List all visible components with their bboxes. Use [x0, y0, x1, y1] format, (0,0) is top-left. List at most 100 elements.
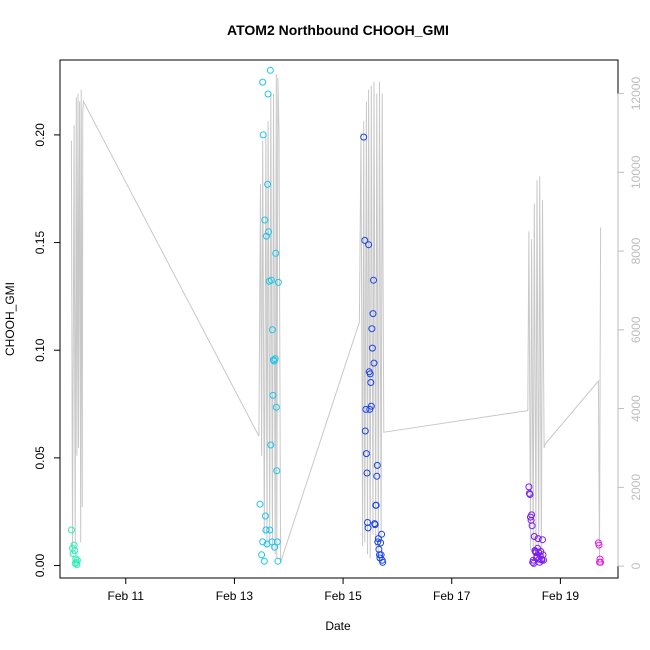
y-tick-label: 0.05	[33, 446, 47, 470]
data-point	[540, 556, 547, 564]
y2-tick-label: 12000	[629, 77, 643, 111]
data-point	[370, 359, 378, 367]
chart-title: ATOM2 Northbound CHOOH_GMI	[227, 22, 449, 38]
y-tick-label: 0.15	[33, 231, 47, 255]
data-points	[67, 66, 605, 568]
y2-tick-label: 0	[629, 562, 643, 569]
data-point	[258, 551, 266, 559]
x-tick-label: Feb 17	[433, 589, 471, 603]
data-point	[274, 557, 282, 565]
y2-tick-label: 2000	[629, 474, 643, 501]
y2-tick-label: 4000	[629, 395, 643, 422]
series-2	[256, 66, 282, 565]
data-point	[259, 78, 267, 86]
data-point	[360, 133, 368, 141]
data-point	[370, 276, 377, 284]
data-point	[368, 325, 376, 333]
data-point	[365, 241, 373, 249]
data-point	[367, 379, 375, 386]
data-point	[259, 131, 267, 139]
x-axis: Feb 11 Feb 13 Feb 15 Feb 17 Feb 19	[108, 577, 580, 603]
data-point	[539, 536, 546, 544]
x-tick-label: Feb 19	[542, 589, 580, 603]
x-tick-label: Feb 13	[216, 589, 254, 603]
x-tick-label: Feb 11	[108, 589, 145, 603]
data-point	[528, 522, 536, 530]
series-3	[360, 133, 387, 566]
data-point	[534, 535, 542, 543]
data-point	[526, 491, 534, 498]
data-point	[273, 467, 281, 475]
data-point	[261, 512, 269, 520]
data-point	[265, 277, 273, 285]
y-tick-label: 0.00	[33, 554, 47, 578]
data-point	[266, 66, 274, 74]
series-5	[594, 539, 605, 566]
data-point	[262, 526, 270, 534]
data-point	[362, 405, 370, 413]
data-point	[271, 543, 279, 551]
data-point	[373, 472, 381, 480]
data-point	[596, 555, 604, 563]
data-point	[268, 326, 276, 334]
data-point	[372, 501, 380, 509]
data-point	[371, 521, 379, 529]
y-tick-label: 0.10	[33, 338, 47, 362]
data-point	[272, 249, 280, 257]
data-point	[379, 558, 387, 566]
data-point	[597, 558, 605, 566]
x-axis-label: Date	[325, 619, 351, 633]
data-point	[377, 539, 385, 547]
data-point	[528, 511, 536, 519]
data-point	[378, 530, 386, 538]
data-point	[539, 551, 547, 559]
y2-axis-altitude: 0 2000 4000 6000 8000 10000 12000	[617, 77, 643, 569]
data-point	[267, 441, 275, 449]
data-point	[362, 450, 370, 458]
data-point	[273, 538, 281, 546]
data-point	[530, 533, 538, 540]
data-point	[268, 538, 276, 546]
data-point	[525, 483, 533, 491]
series-1	[67, 526, 81, 568]
data-point	[256, 500, 264, 508]
data-point	[361, 236, 369, 244]
data-point	[274, 278, 282, 286]
data-point	[73, 556, 81, 564]
y-axis: 0.00 0.05 0.10 0.15 0.20	[33, 123, 61, 578]
y2-tick-label: 8000	[629, 237, 643, 264]
altitude-series	[70, 73, 602, 563]
data-point	[269, 391, 277, 399]
data-point	[264, 180, 272, 188]
y-tick-label: 0.20	[33, 123, 47, 147]
data-point	[260, 557, 268, 565]
data-point	[361, 427, 369, 435]
data-point	[73, 561, 81, 568]
data-point	[71, 547, 79, 554]
data-point	[373, 461, 381, 469]
data-point	[263, 232, 270, 240]
altitude-line	[70, 73, 602, 563]
x-tick-label: Feb 15	[324, 589, 362, 603]
data-point	[70, 541, 78, 549]
data-point	[363, 469, 371, 477]
data-point	[368, 344, 376, 352]
data-point	[367, 402, 375, 410]
data-point	[369, 310, 377, 318]
data-point	[67, 526, 75, 534]
data-point	[532, 549, 540, 557]
data-point	[264, 90, 272, 98]
data-point	[272, 403, 280, 411]
y2-tick-label: 6000	[629, 316, 643, 343]
data-point	[266, 526, 274, 534]
data-point	[595, 541, 603, 549]
series-4	[525, 483, 547, 567]
data-point	[366, 370, 374, 378]
data-point	[261, 216, 269, 224]
data-point	[265, 228, 273, 236]
data-point	[259, 538, 267, 546]
data-point	[364, 524, 372, 532]
y-axis-label: CHOOH_GMI	[3, 282, 17, 356]
